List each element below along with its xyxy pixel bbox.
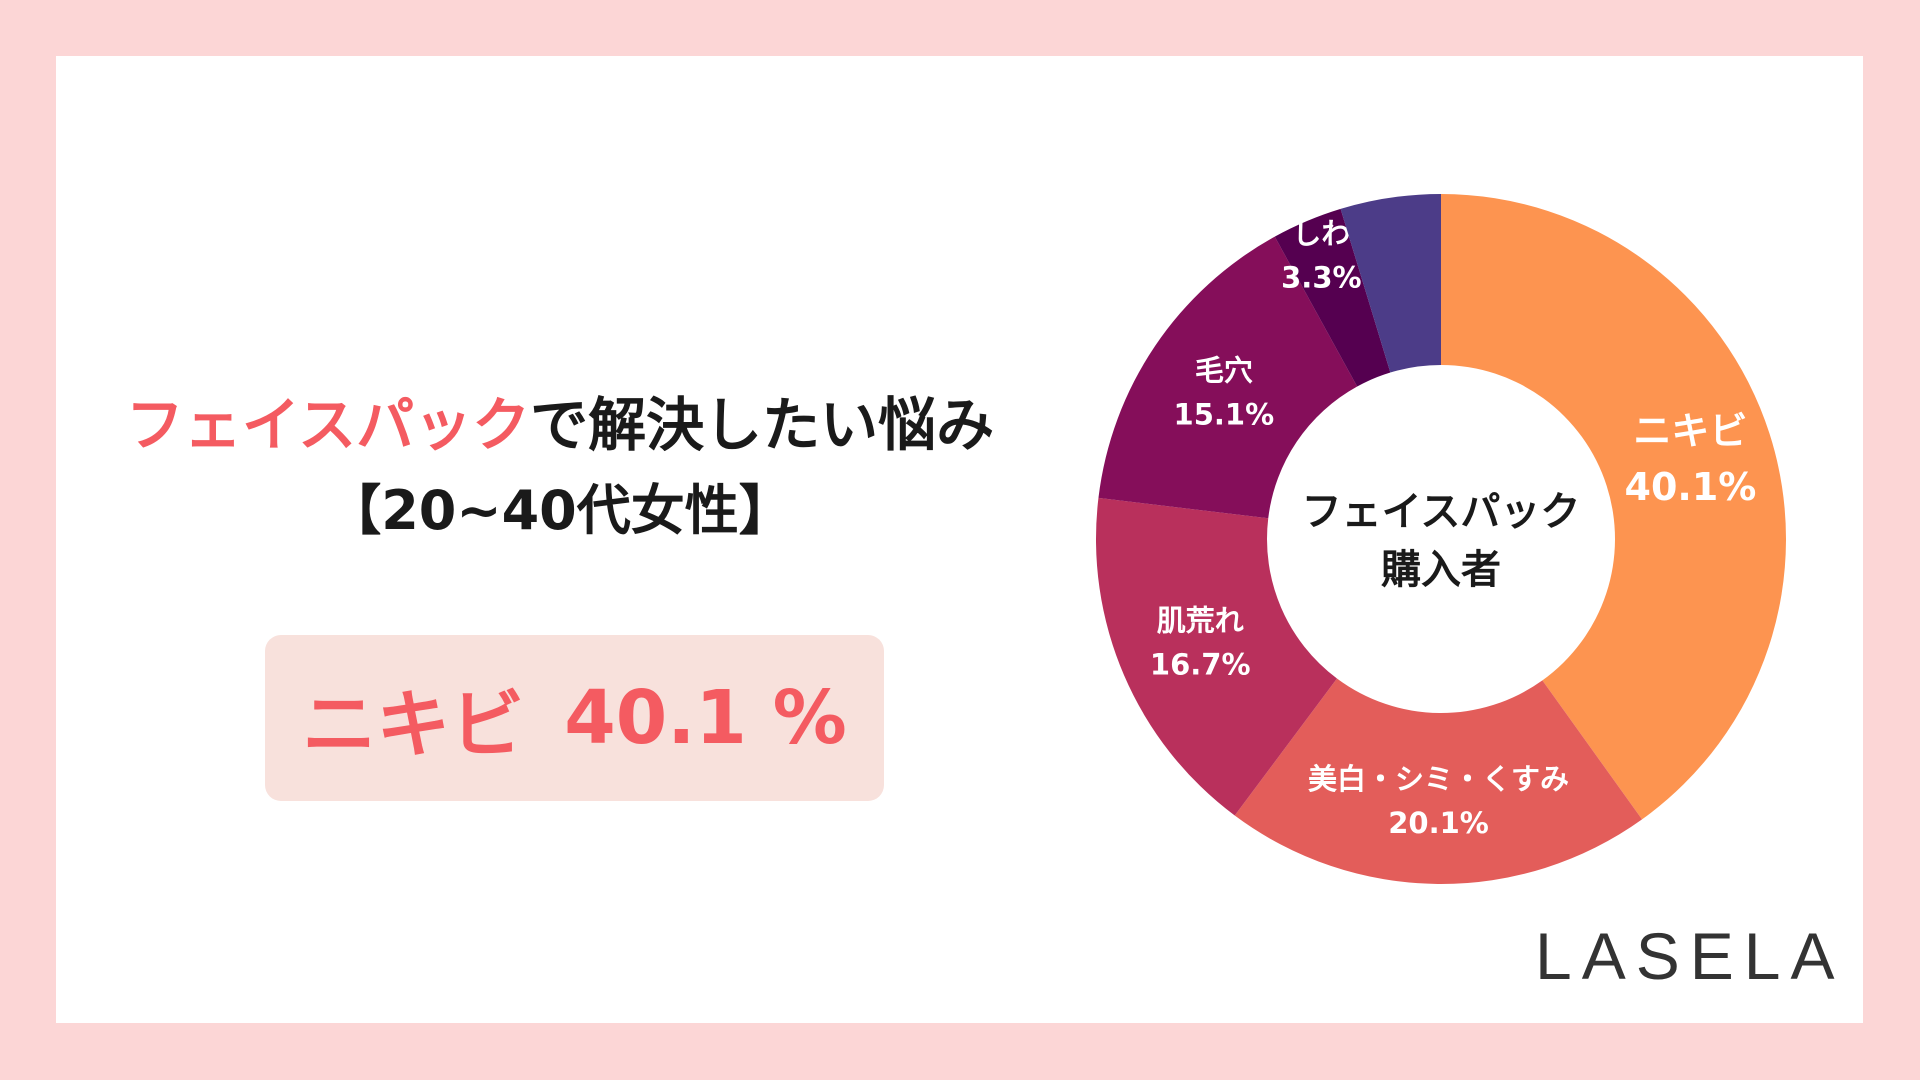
chart-title-accent: フェイスパック <box>125 391 531 459</box>
slice-category-label-0: ニキビ <box>1633 409 1747 453</box>
highlight-box: ニキビ 40.1 % <box>265 635 884 801</box>
slice-value-label-2: 16.7% <box>1150 647 1251 681</box>
donut-slice-3 <box>1098 236 1358 519</box>
donut-slice-5 <box>1340 194 1441 373</box>
slice-value-label-3: 15.1% <box>1174 398 1275 432</box>
chart-subtitle: 【20~40代女性】 <box>327 479 793 542</box>
highlight-value: 40.1 % <box>564 675 847 761</box>
donut-slice-1 <box>1234 678 1643 885</box>
slice-category-label-3: 毛穴 <box>1195 354 1253 388</box>
slice-category-label-4: しわ <box>1292 216 1350 250</box>
chart-title: フェイスパックで解決したい悩み <box>0 378 1120 462</box>
donut-center-label-0: フェイスパック <box>1302 489 1581 535</box>
highlight-label: ニキビ <box>302 681 525 768</box>
donut-slice-4 <box>1274 208 1391 387</box>
donut-center-label-1: 購入者 <box>1381 547 1501 593</box>
slice-value-label-1: 20.1% <box>1388 806 1489 840</box>
slice-value-label-4: 3.3% <box>1281 260 1361 294</box>
slice-category-label-2: 肌荒れ <box>1157 603 1244 637</box>
donut-slice-2 <box>1096 497 1337 816</box>
slice-value-label-0: 40.1% <box>1625 465 1757 509</box>
chart-title-rest: で解決したい悩み <box>530 391 995 459</box>
lasela-logo: LASELA <box>1535 919 1845 993</box>
donut-slice-0 <box>1441 194 1787 820</box>
slice-category-label-1: 美白・シミ・くすみ <box>1308 762 1569 796</box>
